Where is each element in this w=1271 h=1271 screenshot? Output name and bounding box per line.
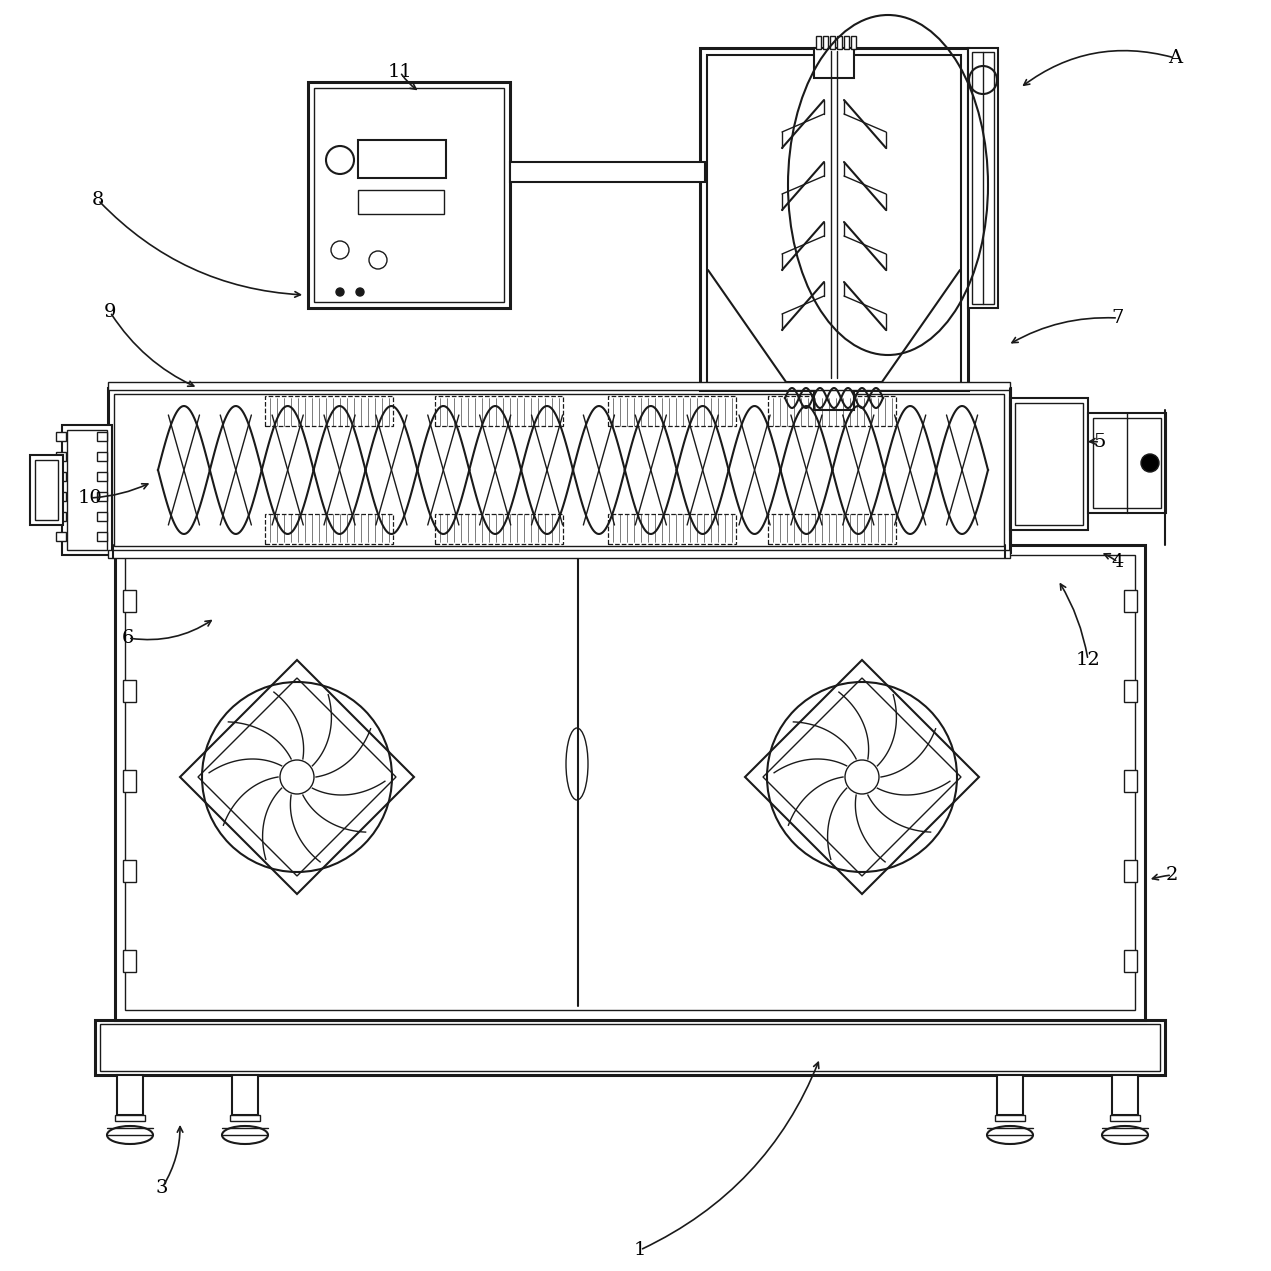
- Circle shape: [1141, 454, 1159, 472]
- Bar: [123, 680, 136, 702]
- Text: A: A: [1168, 50, 1182, 67]
- Bar: [510, 161, 705, 182]
- Bar: [114, 545, 1145, 1021]
- Bar: [56, 533, 66, 541]
- Bar: [123, 590, 136, 613]
- Bar: [813, 48, 854, 78]
- Bar: [117, 1075, 144, 1115]
- Bar: [838, 36, 841, 50]
- Text: 3: 3: [156, 1179, 168, 1197]
- Bar: [1110, 1115, 1140, 1121]
- Bar: [233, 1075, 258, 1115]
- Bar: [56, 492, 66, 501]
- Text: 8: 8: [92, 191, 104, 208]
- Text: 11: 11: [388, 64, 412, 81]
- Bar: [97, 533, 107, 541]
- Circle shape: [336, 289, 344, 296]
- Bar: [358, 140, 446, 178]
- Bar: [824, 36, 827, 50]
- Bar: [97, 452, 107, 461]
- Bar: [95, 1021, 1166, 1075]
- Bar: [852, 36, 855, 50]
- Bar: [768, 513, 896, 544]
- Bar: [435, 397, 563, 426]
- Text: 4: 4: [1112, 553, 1124, 571]
- Bar: [813, 390, 854, 411]
- Bar: [123, 949, 136, 972]
- Bar: [830, 36, 835, 50]
- Bar: [125, 555, 1135, 1010]
- Bar: [314, 88, 505, 302]
- Text: 2: 2: [1166, 866, 1178, 885]
- Bar: [230, 1115, 261, 1121]
- Bar: [56, 452, 66, 461]
- Circle shape: [356, 289, 364, 296]
- Bar: [1124, 770, 1138, 792]
- Bar: [114, 1115, 145, 1121]
- Bar: [62, 425, 112, 555]
- Text: 12: 12: [1075, 651, 1101, 669]
- Bar: [97, 472, 107, 480]
- Bar: [56, 432, 66, 441]
- Bar: [1124, 949, 1138, 972]
- Ellipse shape: [1102, 1126, 1148, 1144]
- Bar: [1112, 1075, 1138, 1115]
- Text: 1: 1: [634, 1240, 646, 1260]
- Bar: [36, 460, 58, 520]
- Bar: [108, 550, 1010, 558]
- Text: 6: 6: [122, 629, 135, 647]
- Bar: [56, 512, 66, 521]
- Bar: [123, 860, 136, 882]
- Bar: [97, 432, 107, 441]
- Bar: [816, 36, 821, 50]
- Bar: [972, 52, 994, 304]
- Bar: [100, 1024, 1160, 1071]
- Bar: [608, 513, 736, 544]
- Bar: [844, 36, 849, 50]
- Bar: [1124, 680, 1138, 702]
- Ellipse shape: [222, 1126, 268, 1144]
- Bar: [56, 472, 66, 480]
- Ellipse shape: [988, 1126, 1033, 1144]
- Bar: [996, 1075, 1023, 1115]
- Bar: [97, 512, 107, 521]
- Bar: [358, 189, 444, 214]
- Bar: [108, 388, 1010, 552]
- Bar: [768, 397, 896, 426]
- Bar: [1124, 590, 1138, 613]
- Bar: [1093, 418, 1160, 508]
- Bar: [123, 770, 136, 792]
- Bar: [308, 83, 510, 308]
- Bar: [995, 1115, 1024, 1121]
- Text: 10: 10: [78, 489, 103, 507]
- Bar: [707, 55, 961, 383]
- Bar: [67, 430, 107, 550]
- Bar: [608, 397, 736, 426]
- Bar: [264, 397, 393, 426]
- Bar: [97, 492, 107, 501]
- Bar: [1016, 403, 1083, 525]
- Text: 9: 9: [104, 302, 116, 322]
- Bar: [435, 513, 563, 544]
- Bar: [114, 394, 1004, 547]
- Bar: [1124, 860, 1138, 882]
- Bar: [1088, 413, 1166, 513]
- Bar: [264, 513, 393, 544]
- Bar: [31, 455, 64, 525]
- Bar: [1010, 398, 1088, 530]
- Ellipse shape: [107, 1126, 153, 1144]
- Text: 7: 7: [1112, 309, 1124, 327]
- Text: 5: 5: [1094, 433, 1106, 451]
- Bar: [969, 48, 998, 308]
- Bar: [108, 383, 1010, 390]
- Bar: [700, 48, 969, 390]
